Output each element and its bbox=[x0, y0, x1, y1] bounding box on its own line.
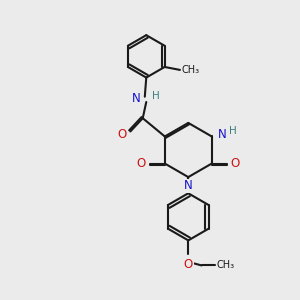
Text: N: N bbox=[218, 128, 227, 141]
Text: O: O bbox=[137, 157, 146, 170]
Text: CH₃: CH₃ bbox=[217, 260, 235, 270]
Text: O: O bbox=[184, 258, 193, 271]
Text: N: N bbox=[184, 179, 193, 192]
Text: CH₃: CH₃ bbox=[182, 65, 200, 75]
Text: H: H bbox=[229, 126, 237, 136]
Text: O: O bbox=[118, 128, 127, 142]
Text: O: O bbox=[231, 157, 240, 170]
Text: N: N bbox=[132, 92, 141, 105]
Text: H: H bbox=[152, 91, 159, 100]
